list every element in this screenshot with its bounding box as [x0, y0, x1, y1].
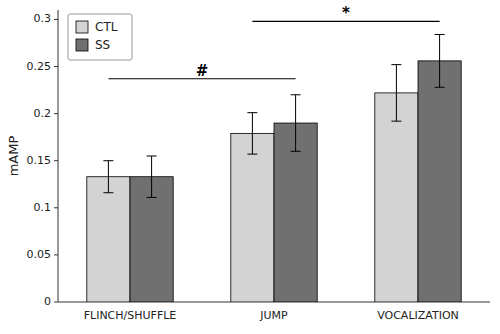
chart: 0 0.05 0.1 0.15 0.2 0.25 0.3 mAMP FLINCH/SHUFFLE… — [0, 0, 500, 334]
legend-label: SS — [95, 38, 110, 52]
legend-swatch — [76, 39, 88, 51]
significance-label: * — [342, 4, 350, 22]
legend: CTL SS — [68, 14, 132, 60]
error-bar — [435, 34, 445, 87]
y-tick — [54, 207, 58, 208]
bar — [231, 133, 274, 302]
y-tick-label: 0.1 — [34, 201, 52, 214]
y-axis: 0 0.05 0.1 0.15 0.2 0.25 0.3 — [27, 10, 59, 308]
y-tick-label: 0.05 — [27, 248, 52, 261]
y-tick-label: 0.2 — [34, 107, 52, 120]
y-axis-label: mAMP — [6, 136, 21, 177]
error-bar — [147, 156, 157, 197]
y-tick-label: 0 — [44, 295, 51, 308]
y-tick — [54, 113, 58, 114]
bars — [87, 34, 461, 302]
bar — [87, 177, 130, 302]
y-tick-label: 0.15 — [27, 154, 52, 167]
x-tick-label: JUMP — [259, 309, 288, 322]
y-axis-line — [58, 10, 59, 302]
y-tick-label: 0.25 — [27, 60, 52, 73]
bar — [375, 93, 418, 302]
x-tick-label: VOCALIZATION — [377, 309, 459, 322]
y-tick — [54, 66, 58, 67]
error-bar — [103, 161, 113, 193]
legend-label: CTL — [95, 20, 118, 34]
x-tick-label: FLINCH/SHUFFLE — [84, 309, 177, 322]
legend-frame — [68, 14, 132, 60]
error-bar — [391, 65, 401, 122]
y-tick — [54, 19, 58, 20]
y-tick — [54, 254, 58, 255]
y-tick — [54, 302, 58, 303]
annotations: #* — [108, 4, 439, 79]
bar — [418, 61, 461, 302]
x-axis: FLINCH/SHUFFLE JUMP VOCALIZATION — [58, 302, 490, 322]
error-bar — [247, 113, 257, 154]
y-tick — [54, 160, 58, 161]
y-tick-label: 0.3 — [34, 12, 52, 25]
error-bar — [291, 95, 301, 152]
legend-swatch — [76, 21, 88, 33]
significance-label: # — [196, 62, 209, 80]
